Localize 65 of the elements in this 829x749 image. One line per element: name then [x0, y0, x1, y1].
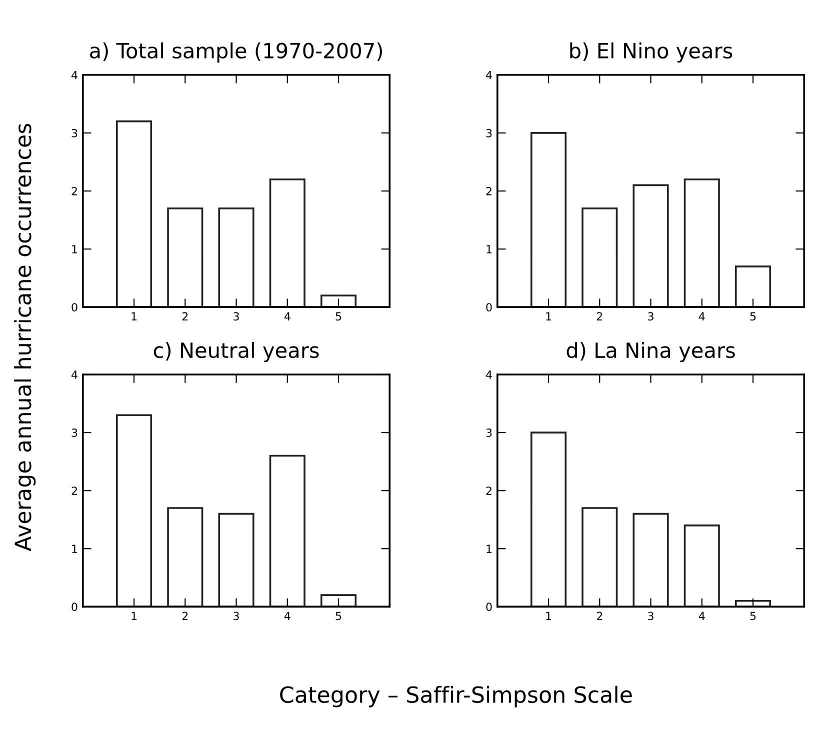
bar [684, 178, 720, 308]
chart-title: b) El Nino years [570, 42, 732, 63]
x-tick-label: 3 [648, 612, 654, 620]
x-tick-label: 1 [132, 612, 137, 620]
chart-title: c) Neutral years [154, 342, 319, 362]
y-tick-label: 2 [72, 186, 77, 196]
y-tick-label: 2 [72, 486, 77, 495]
chart-title: d) La Nina years [566, 342, 735, 362]
x-tick-label: 2 [596, 612, 602, 620]
x-tick-label: 2 [182, 612, 188, 620]
y-tick-label: 1 [72, 245, 78, 254]
y-tick-label: 1 [486, 544, 492, 553]
bar [116, 120, 152, 308]
bar [632, 184, 669, 308]
y-tick-label: 0 [72, 303, 78, 312]
bar [582, 507, 618, 607]
bar [320, 294, 357, 308]
y-tick-label: 4 [486, 370, 492, 379]
bar [167, 208, 204, 308]
y-tick-label: 3 [486, 128, 492, 138]
y-tick-label: 1 [486, 245, 492, 254]
y-tick-label: 4 [72, 71, 78, 80]
y-tick-label: 4 [486, 71, 492, 80]
bar [320, 594, 357, 607]
x-tick-label: 1 [546, 312, 552, 320]
x-tick-label: 1 [132, 312, 137, 320]
x-tick-label: 4 [698, 312, 705, 320]
y-axis-title: Average annual hurricane occurrences [14, 124, 36, 552]
x-tick-label: 4 [284, 612, 290, 620]
bar [684, 524, 720, 607]
bar [116, 414, 152, 607]
x-tick-label: 4 [284, 312, 290, 320]
x-tick-label: 3 [648, 312, 654, 321]
y-tick-label: 3 [72, 128, 78, 138]
y-tick-label: 3 [72, 428, 78, 437]
bar [582, 208, 618, 308]
bar [218, 208, 254, 308]
x-tick-label: 5 [750, 312, 756, 321]
x-tick-label: 3 [234, 612, 239, 620]
bar [269, 454, 306, 607]
x-tick-label: 4 [698, 612, 705, 620]
bar [167, 507, 204, 607]
y-tick-label: 1 [72, 544, 78, 553]
bar [530, 132, 567, 308]
x-axis-title: Category – Saffir-Simpson Scale [280, 686, 632, 708]
x-tick-label: 2 [596, 312, 602, 320]
y-tick-label: 4 [72, 370, 78, 379]
x-tick-label: 2 [182, 312, 188, 320]
chart-title: a) Total sample (1970-2007) [90, 42, 382, 63]
bar [734, 266, 772, 308]
y-tick-label: 0 [486, 602, 492, 612]
x-tick-label: 5 [336, 612, 342, 620]
x-tick-label: 5 [336, 312, 342, 321]
bar [632, 512, 669, 607]
bar [218, 512, 254, 607]
y-tick-label: 0 [486, 303, 492, 312]
y-tick-label: 2 [486, 486, 492, 495]
x-tick-label: 5 [750, 612, 756, 620]
bar [269, 178, 306, 308]
y-tick-label: 3 [486, 428, 492, 437]
bar [530, 432, 567, 607]
x-tick-label: 3 [234, 312, 239, 321]
y-tick-label: 0 [72, 602, 78, 612]
x-tick-label: 1 [546, 612, 552, 620]
y-tick-label: 2 [486, 186, 492, 196]
